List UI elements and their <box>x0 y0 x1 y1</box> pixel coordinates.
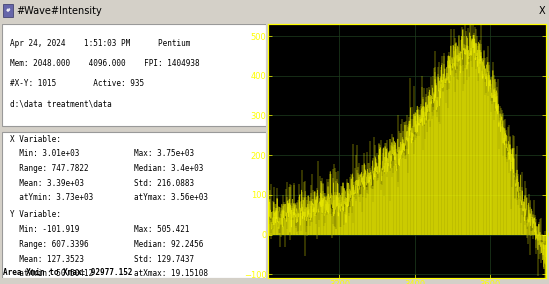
Text: Mem: 2048.000    4096.000    FPI: 1404938: Mem: 2048.000 4096.000 FPI: 1404938 <box>10 59 200 68</box>
Text: Area Xmin to Xmax: 92977.152: Area Xmin to Xmax: 92977.152 <box>3 268 133 277</box>
Text: #X-Y: 1015        Active: 935: #X-Y: 1015 Active: 935 <box>10 79 144 88</box>
Text: Std: 129.7437: Std: 129.7437 <box>134 254 194 264</box>
Text: atXmax: 19.15108: atXmax: 19.15108 <box>134 269 208 278</box>
Text: Range: 747.7822: Range: 747.7822 <box>10 164 89 173</box>
Bar <box>3 4 13 17</box>
Text: Apr 24, 2024    1:51:03 PM      Pentium: Apr 24, 2024 1:51:03 PM Pentium <box>10 39 191 48</box>
Text: Mean: 127.3523: Mean: 127.3523 <box>10 254 84 264</box>
Text: Min: -101.919: Min: -101.919 <box>10 225 80 234</box>
Text: atYmax: 3.56e+03: atYmax: 3.56e+03 <box>134 193 208 202</box>
Text: Mean: 3.39e+03: Mean: 3.39e+03 <box>10 179 84 188</box>
Text: atYmin: 3.73e+03: atYmin: 3.73e+03 <box>10 193 93 202</box>
Text: atXmin: 50.50412: atXmin: 50.50412 <box>10 269 93 278</box>
Text: Y Variable:: Y Variable: <box>10 210 61 219</box>
Text: Max: 505.421: Max: 505.421 <box>134 225 189 234</box>
Text: Std: 216.0883: Std: 216.0883 <box>134 179 194 188</box>
Text: Median: 3.4e+03: Median: 3.4e+03 <box>134 164 203 173</box>
Text: Max: 3.75e+03: Max: 3.75e+03 <box>134 149 194 158</box>
Text: #Wave#Intensity: #Wave#Intensity <box>16 6 102 16</box>
Text: Min: 3.01e+03: Min: 3.01e+03 <box>10 149 80 158</box>
Text: X: X <box>539 6 545 16</box>
Text: Range: 607.3396: Range: 607.3396 <box>10 240 89 249</box>
Text: X Variable:: X Variable: <box>10 135 61 143</box>
Text: d:\data treatment\data: d:\data treatment\data <box>10 100 112 109</box>
FancyBboxPatch shape <box>2 24 266 126</box>
FancyBboxPatch shape <box>2 132 266 278</box>
Text: Median: 92.2456: Median: 92.2456 <box>134 240 203 249</box>
Text: #: # <box>5 8 10 13</box>
